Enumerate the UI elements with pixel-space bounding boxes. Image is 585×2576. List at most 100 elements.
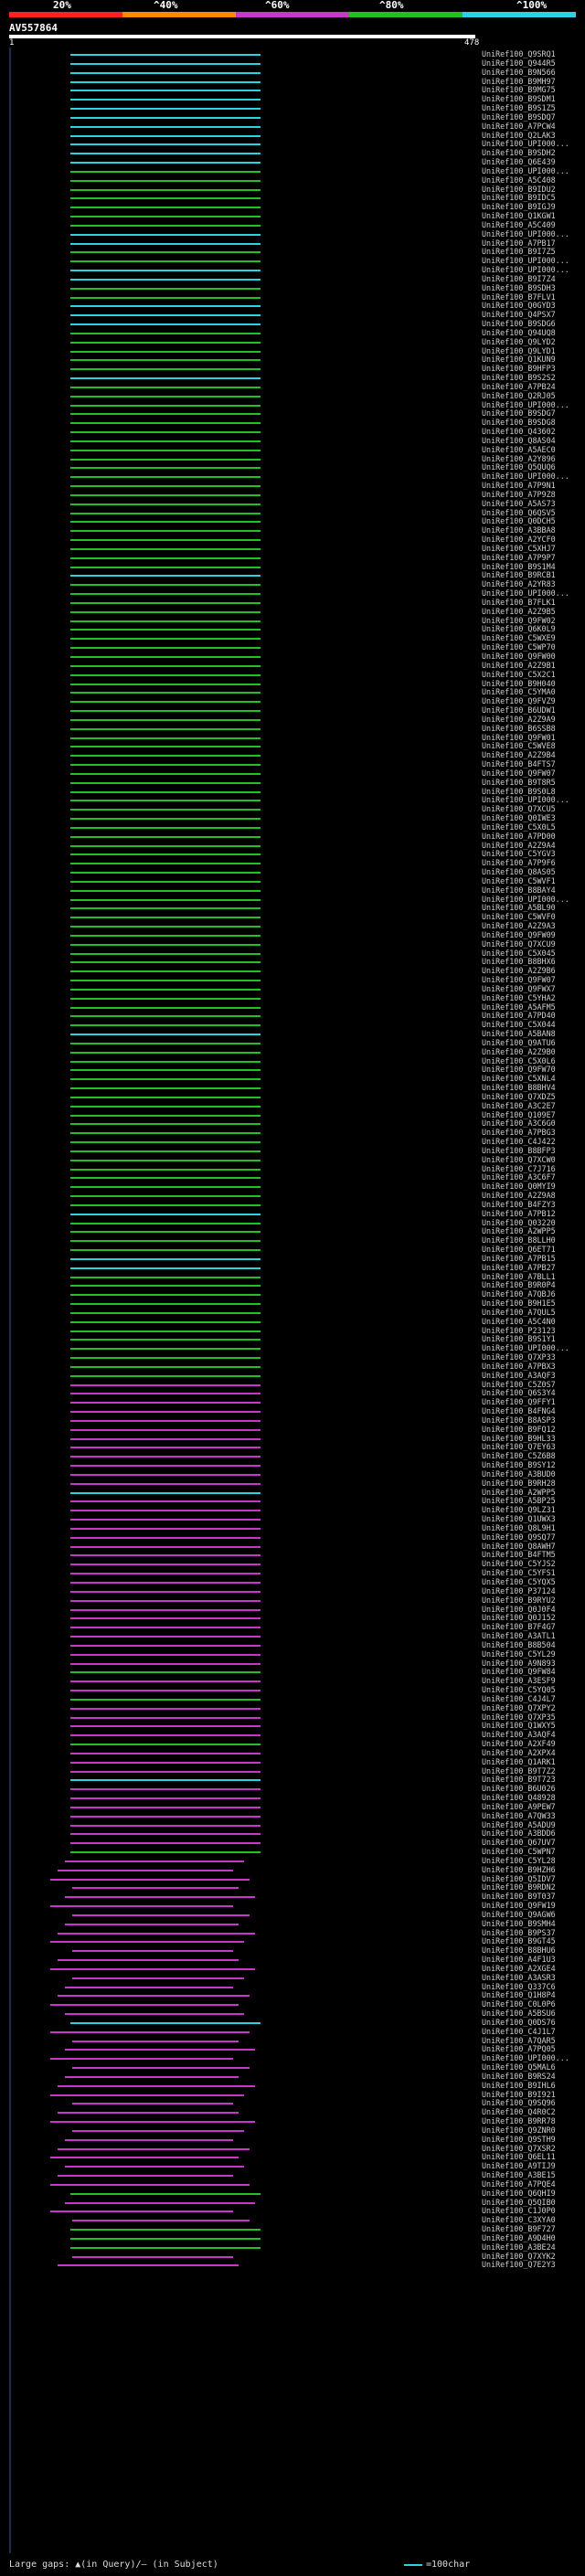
hit-label-link[interactable]: UniRef100_Q4PSX7 xyxy=(482,310,556,320)
hit-row[interactable]: UniRef100_A5AEC0 xyxy=(0,445,585,455)
hit-label-link[interactable]: UniRef100_A2WPP5 xyxy=(482,1487,556,1497)
hit-label-link[interactable]: UniRef100_B9T7Z2 xyxy=(482,1765,556,1776)
hit-label-link[interactable]: UniRef100_Q7XP33 xyxy=(482,1352,556,1362)
hit-label-link[interactable]: UniRef100_C5Z6B8 xyxy=(482,1451,556,1461)
hit-row[interactable]: UniRef100_C5X2C1 xyxy=(0,670,585,680)
hit-row[interactable]: UniRef100_Q1ARK1 xyxy=(0,1757,585,1767)
hit-row[interactable]: UniRef100_A9TIJ9 xyxy=(0,2161,585,2171)
hit-label-link[interactable]: UniRef100_B6UDW1 xyxy=(482,705,556,715)
hit-row[interactable]: UniRef100_Q03220 xyxy=(0,1218,585,1228)
hit-row[interactable]: UniRef100_Q6QSV5 xyxy=(0,508,585,518)
hit-row[interactable]: UniRef100_Q4R0C2 xyxy=(0,2107,585,2117)
hit-row[interactable]: UniRef100_C4J422 xyxy=(0,1137,585,1147)
hit-label-link[interactable]: UniRef100_B9RYU2 xyxy=(482,1595,556,1605)
hit-label-link[interactable]: UniRef100_A3AQF4 xyxy=(482,1730,556,1740)
hit-row[interactable]: UniRef100_Q6ET71 xyxy=(0,1245,585,1255)
hit-row[interactable]: UniRef100_B6UDW1 xyxy=(0,705,585,716)
hit-row[interactable]: UniRef100_Q0IWE3 xyxy=(0,813,585,823)
hit-row[interactable]: UniRef100_A7QAR5 xyxy=(0,2036,585,2046)
hit-label-link[interactable]: UniRef100_A2Z9B5 xyxy=(482,606,556,616)
hit-row[interactable]: UniRef100_A3ATL1 xyxy=(0,1631,585,1641)
hit-label-link[interactable]: UniRef100_Q0MYI9 xyxy=(482,1182,556,1192)
hit-row[interactable]: UniRef100_Q6EL11 xyxy=(0,2152,585,2162)
hit-row[interactable]: UniRef100_B9RDN2 xyxy=(0,1882,585,1892)
hit-label-link[interactable]: UniRef100_A3BUD0 xyxy=(482,1468,556,1479)
hit-row[interactable]: UniRef100_B9I7Z5 xyxy=(0,247,585,257)
hit-label-link[interactable]: UniRef100_Q6EL11 xyxy=(482,2152,556,2162)
hit-label-link[interactable]: UniRef100_C5YHA2 xyxy=(482,992,556,1002)
hit-row[interactable]: UniRef100_B9HFP3 xyxy=(0,364,585,374)
hit-row[interactable]: UniRef100_A7PB27 xyxy=(0,1263,585,1273)
hit-label-link[interactable]: UniRef100_Q337C6 xyxy=(482,1981,556,1991)
hit-label-link[interactable]: UniRef100_B9S0L8 xyxy=(482,786,556,796)
hit-row[interactable]: UniRef100_A2YCF0 xyxy=(0,535,585,545)
hit-label-link[interactable]: UniRef100_A2YCF0 xyxy=(482,535,556,545)
hit-label-link[interactable]: UniRef100_B9SDG6 xyxy=(482,319,556,329)
hit-label-link[interactable]: UniRef100_UPI000... xyxy=(482,472,569,482)
hit-label-link[interactable]: UniRef100_B9H040 xyxy=(482,678,556,688)
hit-row[interactable]: UniRef100_UPI000... xyxy=(0,139,585,149)
hit-row[interactable]: UniRef100_B7FLV1 xyxy=(0,292,585,302)
hit-row[interactable]: UniRef100_UPI000... xyxy=(0,256,585,266)
hit-label-link[interactable]: UniRef100_B9SDH3 xyxy=(482,282,556,292)
hit-row[interactable]: UniRef100_B7F4G7 xyxy=(0,1622,585,1632)
hit-row[interactable]: UniRef100_Q7E2Y3 xyxy=(0,2260,585,2270)
hit-row[interactable]: UniRef100_B9FQ12 xyxy=(0,1425,585,1435)
hit-row[interactable]: UniRef100_C5YMA0 xyxy=(0,687,585,697)
hit-label-link[interactable]: UniRef100_B9FQ12 xyxy=(482,1424,556,1434)
hit-label-link[interactable]: UniRef100_Q9ATU6 xyxy=(482,1037,556,1047)
hit-label-link[interactable]: UniRef100_A2XF49 xyxy=(482,1739,556,1748)
hit-row[interactable]: UniRef100_Q7XYK2 xyxy=(0,2252,585,2262)
hit-label-link[interactable]: UniRef100_B9RR78 xyxy=(482,2116,556,2126)
hit-label-link[interactable]: UniRef100_A2Z9B0 xyxy=(482,1046,556,1056)
hit-row[interactable]: UniRef100_A2XGE4 xyxy=(0,1964,585,1974)
hit-label-link[interactable]: UniRef100_A5ADU9 xyxy=(482,1819,556,1829)
hit-row[interactable]: UniRef100_UPI000... xyxy=(0,795,585,805)
hit-label-link[interactable]: UniRef100_A7PQ05 xyxy=(482,2044,556,2054)
hit-row[interactable]: UniRef100_B9F727 xyxy=(0,2224,585,2234)
hit-row[interactable]: UniRef100_Q5QUQ6 xyxy=(0,462,585,472)
hit-row[interactable]: UniRef100_A7PBG3 xyxy=(0,1128,585,1138)
hit-row[interactable]: UniRef100_B9SDG7 xyxy=(0,408,585,419)
hit-label-link[interactable]: UniRef100_C7J716 xyxy=(482,1163,556,1173)
hit-label-link[interactable]: UniRef100_Q7E2Y3 xyxy=(482,2260,556,2270)
hit-label-link[interactable]: UniRef100_Q9FW07 xyxy=(482,768,556,778)
hit-row[interactable]: UniRef100_Q9LZ31 xyxy=(0,1505,585,1515)
hit-row[interactable]: UniRef100_C5YFS1 xyxy=(0,1568,585,1578)
hit-row[interactable]: UniRef100_A3BBA8 xyxy=(0,525,585,535)
hit-row[interactable]: UniRef100_B9SY12 xyxy=(0,1460,585,1470)
hit-row[interactable]: UniRef100_A7PB12 xyxy=(0,1209,585,1219)
hit-label-link[interactable]: UniRef100_B8BAY4 xyxy=(482,885,556,895)
hit-label-link[interactable]: UniRef100_A2Z9A8 xyxy=(482,1191,556,1200)
hit-label-link[interactable]: UniRef100_A4F1U3 xyxy=(482,1955,556,1964)
hit-label-link[interactable]: UniRef100_C3XYA0 xyxy=(482,2215,556,2225)
hit-label-link[interactable]: UniRef100_Q7XDZ5 xyxy=(482,1091,556,1101)
hit-row[interactable]: UniRef100_B9RYU2 xyxy=(0,1595,585,1606)
hit-row[interactable]: UniRef100_B9SMH4 xyxy=(0,1919,585,1929)
hit-row[interactable]: UniRef100_B9RR78 xyxy=(0,2116,585,2126)
hit-row[interactable]: UniRef100_Q9ZNR0 xyxy=(0,2125,585,2136)
hit-label-link[interactable]: UniRef100_B7FLK1 xyxy=(482,597,556,607)
hit-label-link[interactable]: UniRef100_B9SDM1 xyxy=(482,94,556,104)
hit-label-link[interactable]: UniRef100_B9T037 xyxy=(482,1892,556,1902)
hit-row[interactable]: UniRef100_B9RCB1 xyxy=(0,570,585,580)
hit-row[interactable]: UniRef100_B8BFP3 xyxy=(0,1146,585,1156)
hit-label-link[interactable]: UniRef100_C5WXE9 xyxy=(482,633,556,643)
hit-row[interactable]: UniRef100_Q8AWH7 xyxy=(0,1542,585,1552)
hit-label-link[interactable]: UniRef100_UPI000... xyxy=(482,228,569,239)
hit-row[interactable]: UniRef100_A5C4N0 xyxy=(0,1317,585,1327)
hit-row[interactable]: UniRef100_A3AQF3 xyxy=(0,1371,585,1381)
hit-row[interactable]: UniRef100_B9HZH6 xyxy=(0,1865,585,1875)
hit-label-link[interactable]: UniRef100_Q6K0L9 xyxy=(482,624,556,634)
hit-label-link[interactable]: UniRef100_A2Z9A9 xyxy=(482,714,556,724)
hit-label-link[interactable]: UniRef100_A5BP25 xyxy=(482,1496,556,1506)
hit-label-link[interactable]: UniRef100_Q2RJ05 xyxy=(482,390,556,400)
hit-label-link[interactable]: UniRef100_B9GT45 xyxy=(482,1936,556,1946)
hit-row[interactable]: UniRef100_B9N566 xyxy=(0,68,585,78)
hit-row[interactable]: UniRef100_C5WPN7 xyxy=(0,1847,585,1857)
hit-row[interactable]: UniRef100_Q944R5 xyxy=(0,58,585,69)
hit-row[interactable]: UniRef100_C7J716 xyxy=(0,1164,585,1174)
hit-row[interactable]: UniRef100_B9I921 xyxy=(0,2090,585,2100)
hit-label-link[interactable]: UniRef100_P37124 xyxy=(482,1585,556,1595)
hit-label-link[interactable]: UniRef100_A2YR83 xyxy=(482,579,556,589)
